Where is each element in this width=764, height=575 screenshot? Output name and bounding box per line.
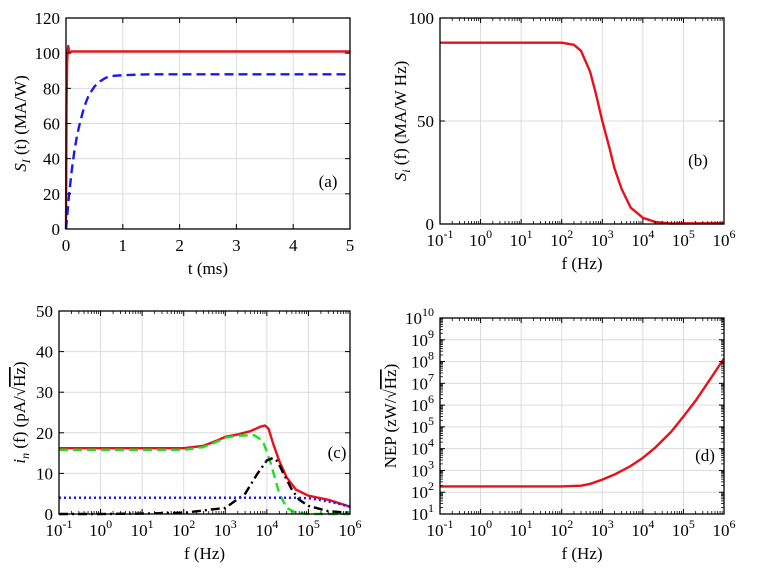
series-line-1 — [440, 41, 724, 225]
x-tick-label: 104 — [631, 227, 654, 250]
x-tick-label: 10-1 — [46, 517, 73, 540]
y-tick-label: 40 — [36, 343, 53, 362]
y-tick-label: 104 — [411, 436, 434, 459]
series-line-1 — [440, 357, 726, 488]
x-tick-label: 105 — [672, 517, 695, 540]
y-tick-label: 100 — [35, 44, 61, 63]
x-tick-label: 2 — [175, 236, 184, 255]
y-tick-label: 80 — [43, 79, 60, 98]
x-tick-label: 104 — [255, 517, 278, 540]
y-tick-label: 0 — [45, 505, 54, 524]
x-tick-label: 106 — [339, 517, 362, 540]
x-tick-label: 5 — [346, 236, 355, 255]
panel-label: (a) — [319, 172, 338, 191]
x-tick-label: 100 — [89, 517, 112, 540]
y-axis-label: NEP (zW/√Hz) — [381, 364, 400, 469]
series-line-2 — [64, 73, 350, 230]
x-tick-label: 10-1 — [427, 517, 454, 540]
y-tick-label: 105 — [411, 414, 434, 437]
y-tick-label: 107 — [411, 370, 434, 393]
x-tick-label: 101 — [510, 227, 533, 250]
y-tick-label: 20 — [36, 424, 53, 443]
y-tick-label: 60 — [43, 115, 60, 134]
x-tick-label: 103 — [214, 517, 237, 540]
x-tick-label: 4 — [289, 236, 298, 255]
series-line-3 — [59, 456, 351, 516]
x-tick-label: 0 — [62, 236, 71, 255]
axes-frame — [58, 310, 351, 515]
y-axis-label: SI (t) (MA/W) — [11, 75, 33, 172]
y-tick-label: 1010 — [405, 305, 434, 328]
y-tick-label: 106 — [411, 392, 434, 415]
y-tick-label: 30 — [36, 383, 53, 402]
x-axis-label: f (Hz) — [184, 544, 225, 563]
y-tick-label: 50 — [36, 302, 53, 321]
y-tick-label: 100 — [409, 9, 435, 28]
x-tick-label: 10-1 — [427, 227, 454, 250]
series-line-1 — [64, 44, 350, 230]
x-tick-label: 105 — [297, 517, 320, 540]
x-tick-label: 105 — [672, 227, 695, 250]
y-tick-label: 102 — [411, 479, 434, 502]
y-axis-label: Si (f) (MA/W Hz) — [391, 61, 413, 182]
plot-area — [440, 318, 724, 514]
y-tick-label: 20 — [43, 185, 60, 204]
chart-panel-1: 0 1 2 3 4 5 0 20 40 60 80 100 120 t (ms) SI (t) (MA/W)… — [11, 9, 354, 278]
chart-panel-3: 10-1 100 101 102 103 104 105 106 0 10 20 30 40 50 f (H… — [10, 302, 362, 563]
x-tick-label: 104 — [631, 517, 654, 540]
y-tick-label: 109 — [411, 327, 434, 350]
y-tick-label: 108 — [411, 349, 434, 372]
x-tick-label: 102 — [550, 517, 573, 540]
y-tick-label: 40 — [43, 150, 60, 169]
x-axis-label: f (Hz) — [561, 254, 602, 273]
x-tick-label: 102 — [172, 517, 195, 540]
x-tick-label: 103 — [591, 517, 614, 540]
chart-panel-4: 10-1 100 101 102 103 104 105 106101102103104105… — [381, 305, 736, 563]
x-tick-label: 102 — [550, 227, 573, 250]
chart-panel-2: 10-1 100 101 102 103 104 105 106 0 50 100 f (Hz) Si … — [391, 9, 736, 273]
panel-label: (d) — [695, 446, 715, 465]
y-tick-label: 50 — [417, 112, 434, 131]
x-tick-label: 3 — [232, 236, 241, 255]
x-tick-label: 103 — [591, 227, 614, 250]
axes-frame — [439, 317, 725, 515]
x-tick-label: 101 — [131, 517, 154, 540]
x-tick-label: 100 — [469, 517, 492, 540]
series-line-1 — [59, 424, 351, 508]
y-tick-label: 103 — [411, 457, 434, 480]
y-tick-label: 120 — [35, 9, 61, 28]
x-tick-label: 100 — [469, 227, 492, 250]
x-axis-label: t (ms) — [188, 259, 228, 278]
plot-area — [59, 311, 350, 514]
y-axis-label: in (f) (pA/√Hz) — [10, 361, 32, 463]
x-axis-label: f (Hz) — [561, 544, 602, 563]
panel-label: (c) — [328, 443, 347, 462]
x-tick-label: 101 — [510, 517, 533, 540]
y-tick-label: 0 — [52, 220, 61, 239]
y-tick-label: 101 — [411, 501, 434, 524]
y-tick-label: 10 — [36, 464, 53, 483]
series-line-2 — [59, 434, 350, 516]
x-tick-label: 106 — [713, 227, 736, 250]
x-tick-label: 106 — [713, 517, 736, 540]
x-tick-label: 1 — [119, 236, 128, 255]
panel-label: (b) — [688, 151, 708, 170]
y-tick-label: 0 — [426, 215, 435, 234]
